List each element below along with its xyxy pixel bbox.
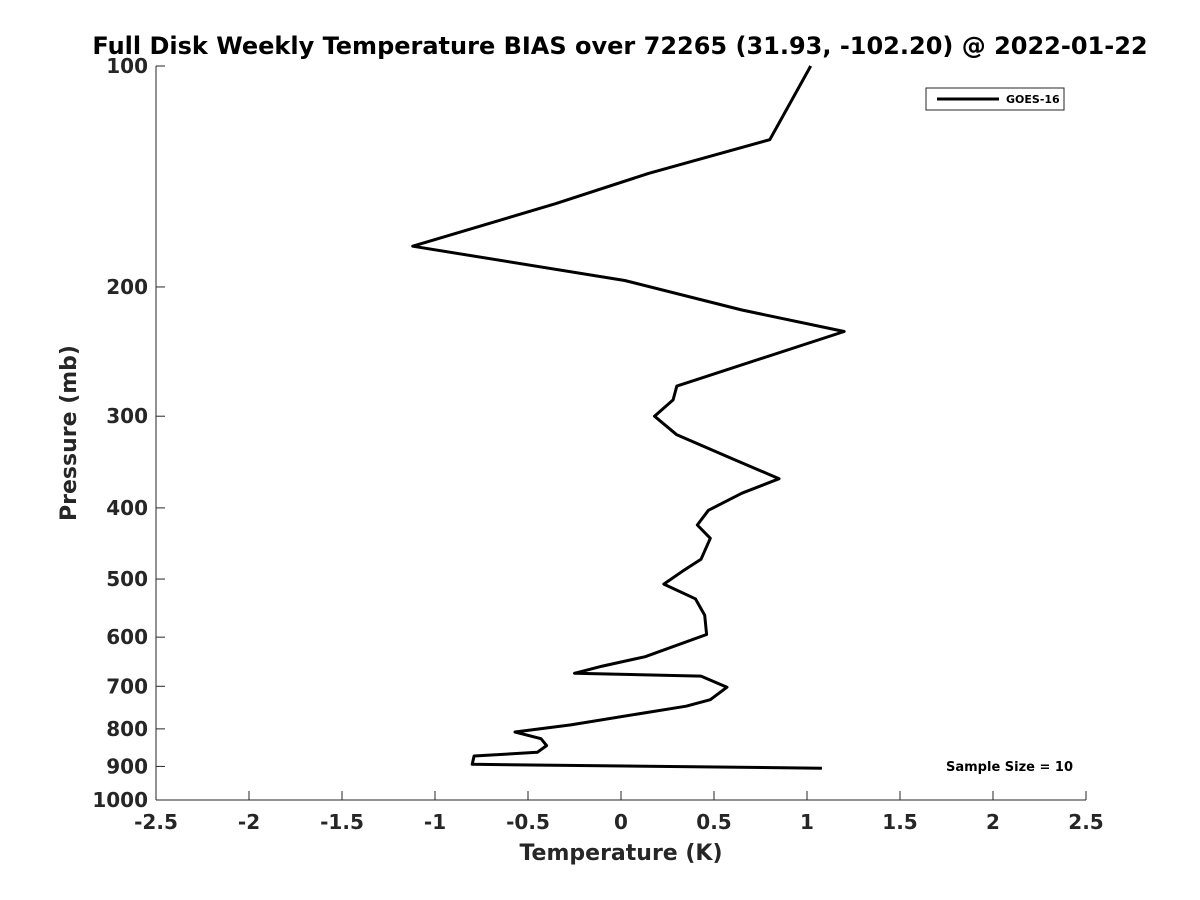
y-tick-label: 400 [106,496,148,520]
sample-size-annotation: Sample Size = 10 [946,760,1073,775]
y-tick-label: 800 [106,717,148,741]
x-tick-label: 1.5 [882,810,917,834]
y-tick-label: 700 [106,674,148,698]
y-tick-label: 600 [106,625,148,649]
x-axis-label: Temperature (K) [519,841,722,866]
series-layer [411,65,846,770]
x-tick-label: -1 [424,810,446,834]
x-tick-label: 0 [614,810,628,834]
x-tick-label: -1.5 [320,810,364,834]
plot-area [156,66,1086,800]
y-tick-label: 1000 [92,788,148,812]
x-tick-label: -2.5 [134,810,178,834]
legend-label: GOES-16 [1006,93,1060,106]
x-tick-label: 2 [986,810,1000,834]
x-tick-label: 2.5 [1068,810,1103,834]
chart-title: Full Disk Weekly Temperature BIAS over 7… [92,32,1147,60]
x-ticks: -2.5 -2 -1.5 -1 -0.5 0 0.5 1 1.5 2 2.5 [134,791,1104,834]
y-ticks: 100 200 300 400 500 600 700 800 900 1000 [92,54,165,812]
x-tick-label: 1 [800,810,814,834]
y-tick-label: 300 [106,404,148,428]
x-tick-label: -2 [238,810,260,834]
legend: GOES-16 [925,87,1065,111]
y-tick-label: 900 [106,754,148,778]
x-tick-label: 0.5 [696,810,731,834]
y-tick-label: 100 [106,54,148,78]
y-tick-label: 500 [106,567,148,591]
series-line-goes-16 [411,65,846,770]
x-tick-label: -0.5 [506,810,550,834]
y-axis-label: Pressure (mb) [57,345,82,521]
y-tick-label: 200 [106,275,148,299]
